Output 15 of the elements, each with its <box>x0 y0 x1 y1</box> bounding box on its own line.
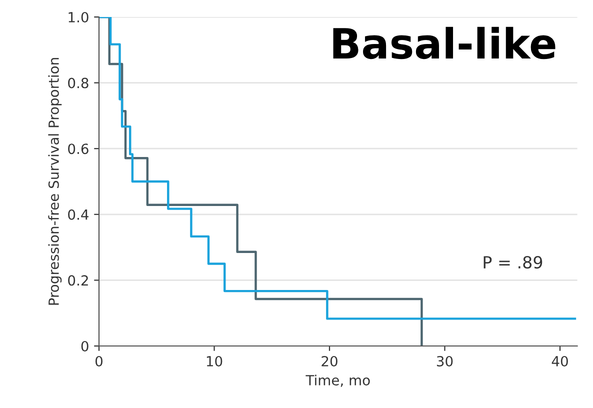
annotation: P = .89 <box>484 256 542 269</box>
x-axis-title: Time, mo <box>306 374 370 387</box>
x-tick-label: 30 <box>436 356 453 366</box>
y-tick-label: 1.0 <box>68 12 88 22</box>
chart-title: Basal-like <box>333 26 556 60</box>
y-tick-label: 0.2 <box>68 275 88 286</box>
y-axis-title: Progression-free Survival Proportion <box>48 58 62 305</box>
y-tick-label: 0.6 <box>68 144 88 154</box>
y-tick-label: 0.8 <box>68 78 88 88</box>
x-tick-label: 0 <box>95 356 102 366</box>
x-tick-label: 40 <box>552 356 568 366</box>
x-tick-label: 20 <box>322 356 338 366</box>
y-tick-label: 0.4 <box>68 209 88 220</box>
x-tick-label: 10 <box>206 356 222 366</box>
y-tick-label: 0 <box>81 340 88 352</box>
